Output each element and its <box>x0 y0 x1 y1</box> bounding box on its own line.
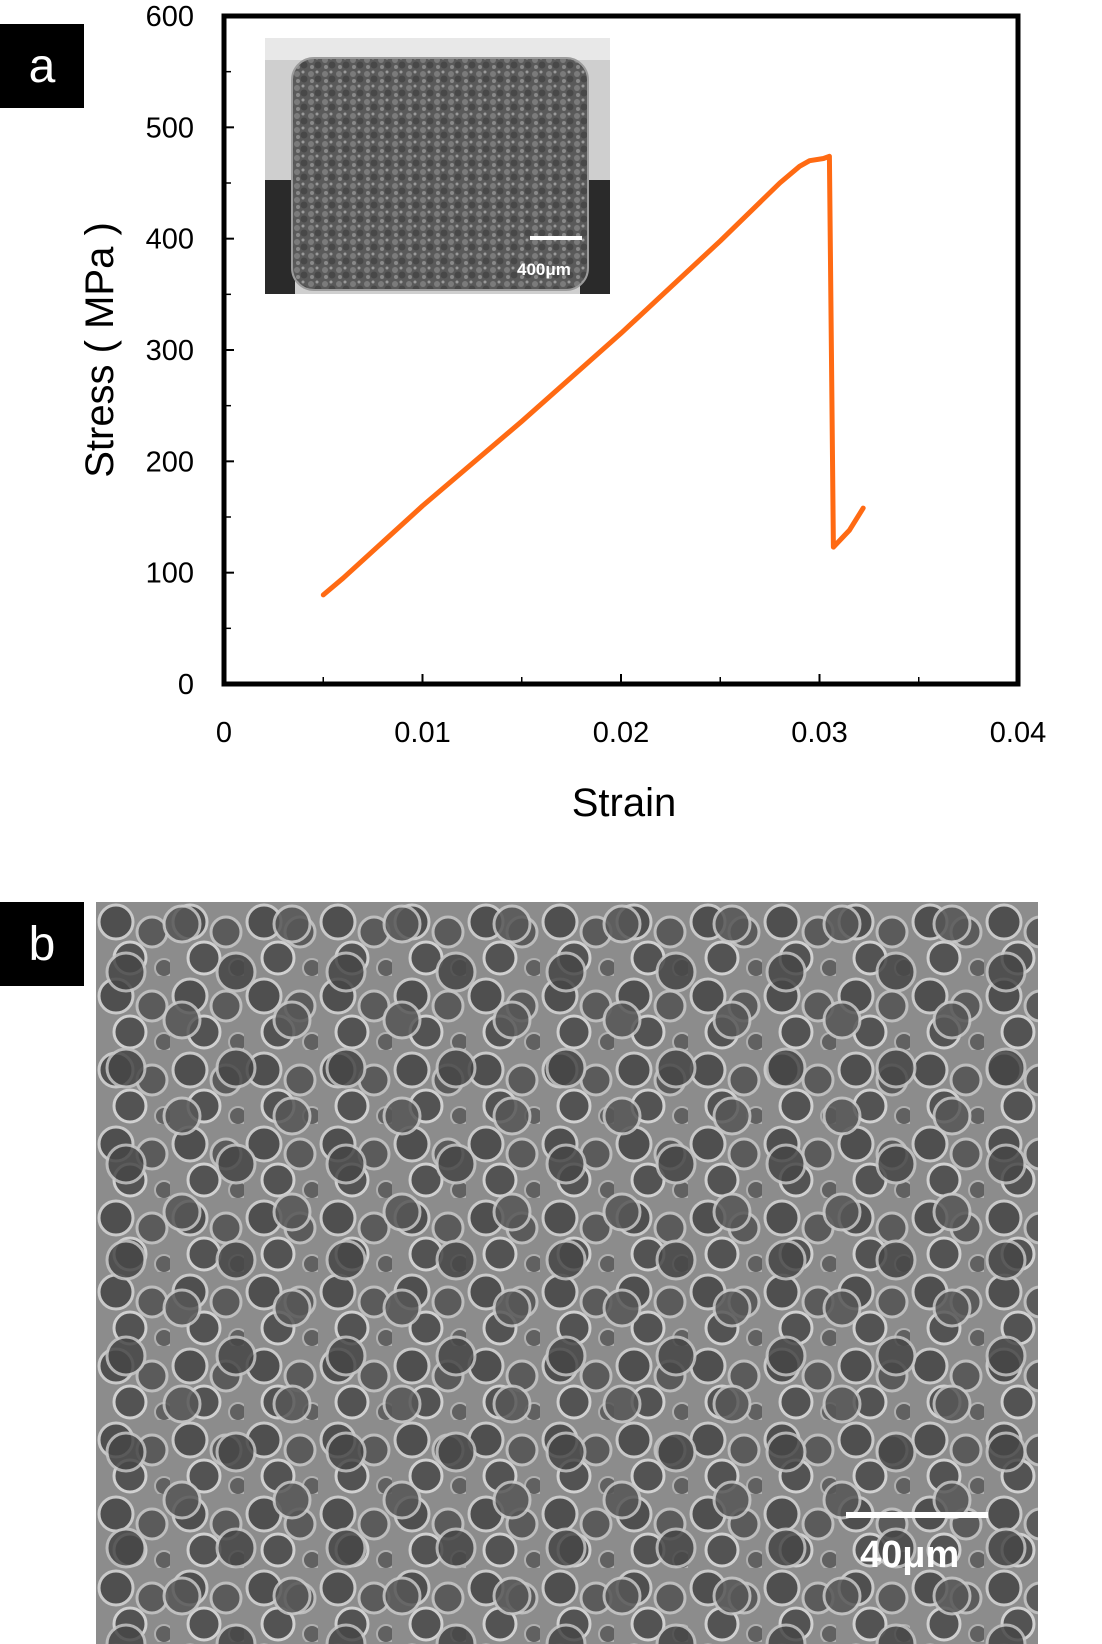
panel-label-a: a <box>0 24 84 108</box>
x-tick-label: 0.04 <box>990 717 1046 749</box>
x-axis-title: Strain <box>572 781 677 825</box>
panel-label-b: b <box>0 902 84 986</box>
y-axis-title: Stress ( MPa ) <box>78 222 122 478</box>
sem-micrograph: 40μm <box>96 902 1038 1644</box>
stress-strain-curve <box>320 153 866 598</box>
inset-scale-bar <box>530 236 582 240</box>
x-axis-ticks: 0 0.01 0.02 0.03 0.04 <box>216 674 1046 749</box>
x-tick-label: 0.03 <box>791 717 847 749</box>
y-tick-label: 600 <box>146 1 194 33</box>
y-tick-label: 0 <box>178 669 194 701</box>
fracture-inset-image: 400μm <box>265 38 610 294</box>
x-tick-label: 0.01 <box>394 717 450 749</box>
sem-scale-label: 40μm <box>860 1534 959 1576</box>
y-tick-label: 500 <box>146 112 194 144</box>
stress-strain-chart: 0 100 200 300 400 500 600 0 0.01 0.02 0.03 0.04 40… <box>78 1 1046 825</box>
y-tick-label: 400 <box>146 224 194 256</box>
sem-scale-bar <box>846 1512 988 1518</box>
inset-scale-label: 400μm <box>517 260 571 279</box>
x-tick-label: 0 <box>216 717 232 749</box>
y-tick-label: 200 <box>146 446 194 478</box>
y-axis-ticks: 0 100 200 300 400 500 600 <box>146 1 234 701</box>
x-tick-label: 0.02 <box>593 717 649 749</box>
y-tick-label: 100 <box>146 558 194 590</box>
y-tick-label: 300 <box>146 335 194 367</box>
